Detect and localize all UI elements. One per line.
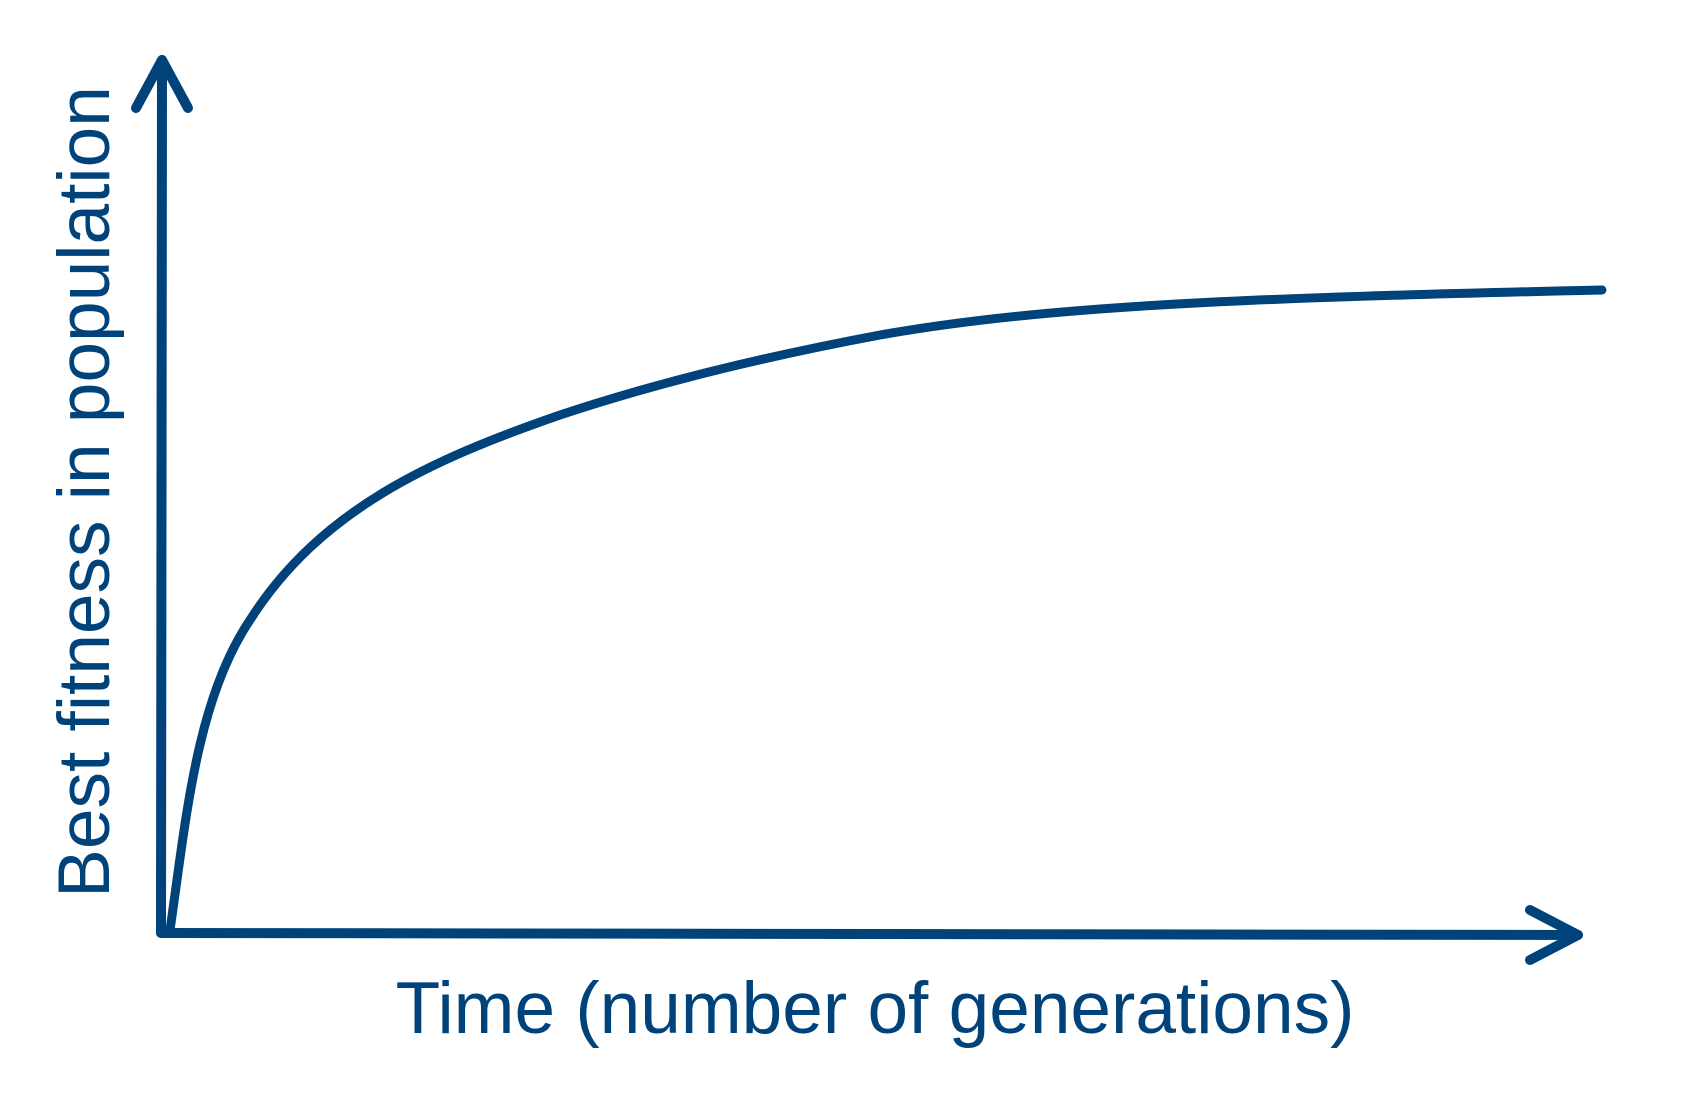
y-axis-line <box>156 55 167 938</box>
x-axis-label: Time (number of generations) <box>396 968 1355 1049</box>
fitness-curve <box>165 285 1607 935</box>
x-axis-line <box>156 928 1583 940</box>
y-axis-label: Best fitness in population <box>44 86 125 898</box>
y-axis-arrowhead <box>131 55 193 113</box>
x-axis-arrowhead <box>1525 905 1583 965</box>
